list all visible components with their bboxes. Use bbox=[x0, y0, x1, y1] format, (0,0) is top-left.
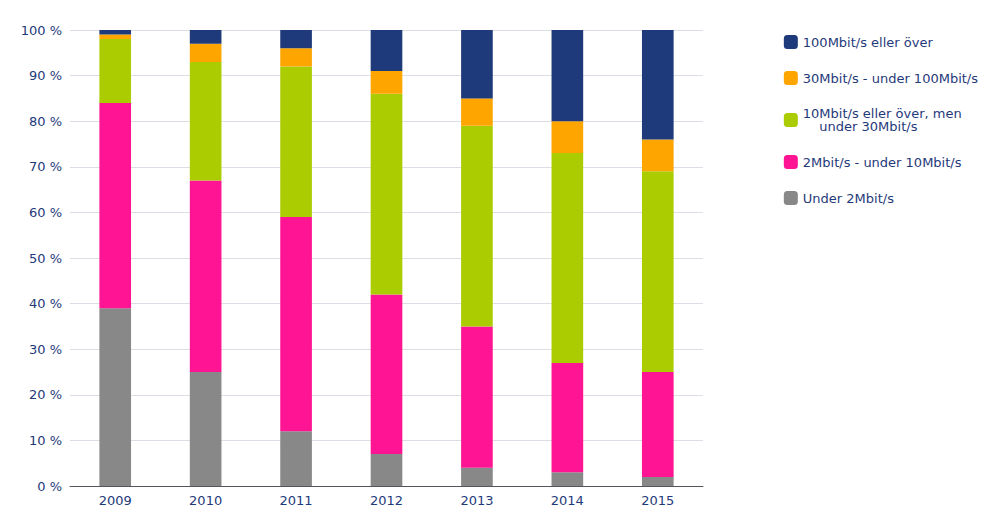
svg-text:80 %: 80 % bbox=[29, 114, 62, 129]
svg-text:2010: 2010 bbox=[189, 493, 222, 508]
svg-text:70 %: 70 % bbox=[29, 159, 62, 174]
svg-text:2015: 2015 bbox=[641, 493, 674, 508]
svg-text:30 %: 30 % bbox=[29, 342, 62, 357]
svg-text:2011: 2011 bbox=[280, 493, 313, 508]
svg-text:2012: 2012 bbox=[370, 493, 403, 508]
svg-text:2013: 2013 bbox=[460, 493, 493, 508]
svg-text:10Mbit/s eller över, men: 10Mbit/s eller över, men bbox=[802, 106, 962, 121]
svg-text:under 30Mbit/s: under 30Mbit/s bbox=[803, 119, 918, 134]
svg-text:60 %: 60 % bbox=[29, 205, 62, 220]
svg-text:30Mbit/s - under 100Mbit/s: 30Mbit/s - under 100Mbit/s bbox=[803, 71, 978, 86]
svg-text:100Mbit/s eller över: 100Mbit/s eller över bbox=[803, 35, 934, 50]
svg-text:40 %: 40 % bbox=[29, 296, 62, 311]
svg-text:20 %: 20 % bbox=[29, 387, 62, 402]
svg-text:2009: 2009 bbox=[99, 493, 132, 508]
svg-text:2014: 2014 bbox=[551, 493, 584, 508]
svg-text:Under 2Mbit/s: Under 2Mbit/s bbox=[803, 191, 894, 206]
svg-text:2Mbit/s - under 10Mbit/s: 2Mbit/s - under 10Mbit/s bbox=[803, 155, 962, 170]
svg-text:0 %: 0 % bbox=[37, 479, 62, 494]
svg-text:90 %: 90 % bbox=[29, 68, 62, 83]
svg-text:50 %: 50 % bbox=[29, 251, 62, 266]
svg-text:100 %: 100 % bbox=[21, 23, 62, 38]
svg-text:10 %: 10 % bbox=[29, 433, 62, 448]
